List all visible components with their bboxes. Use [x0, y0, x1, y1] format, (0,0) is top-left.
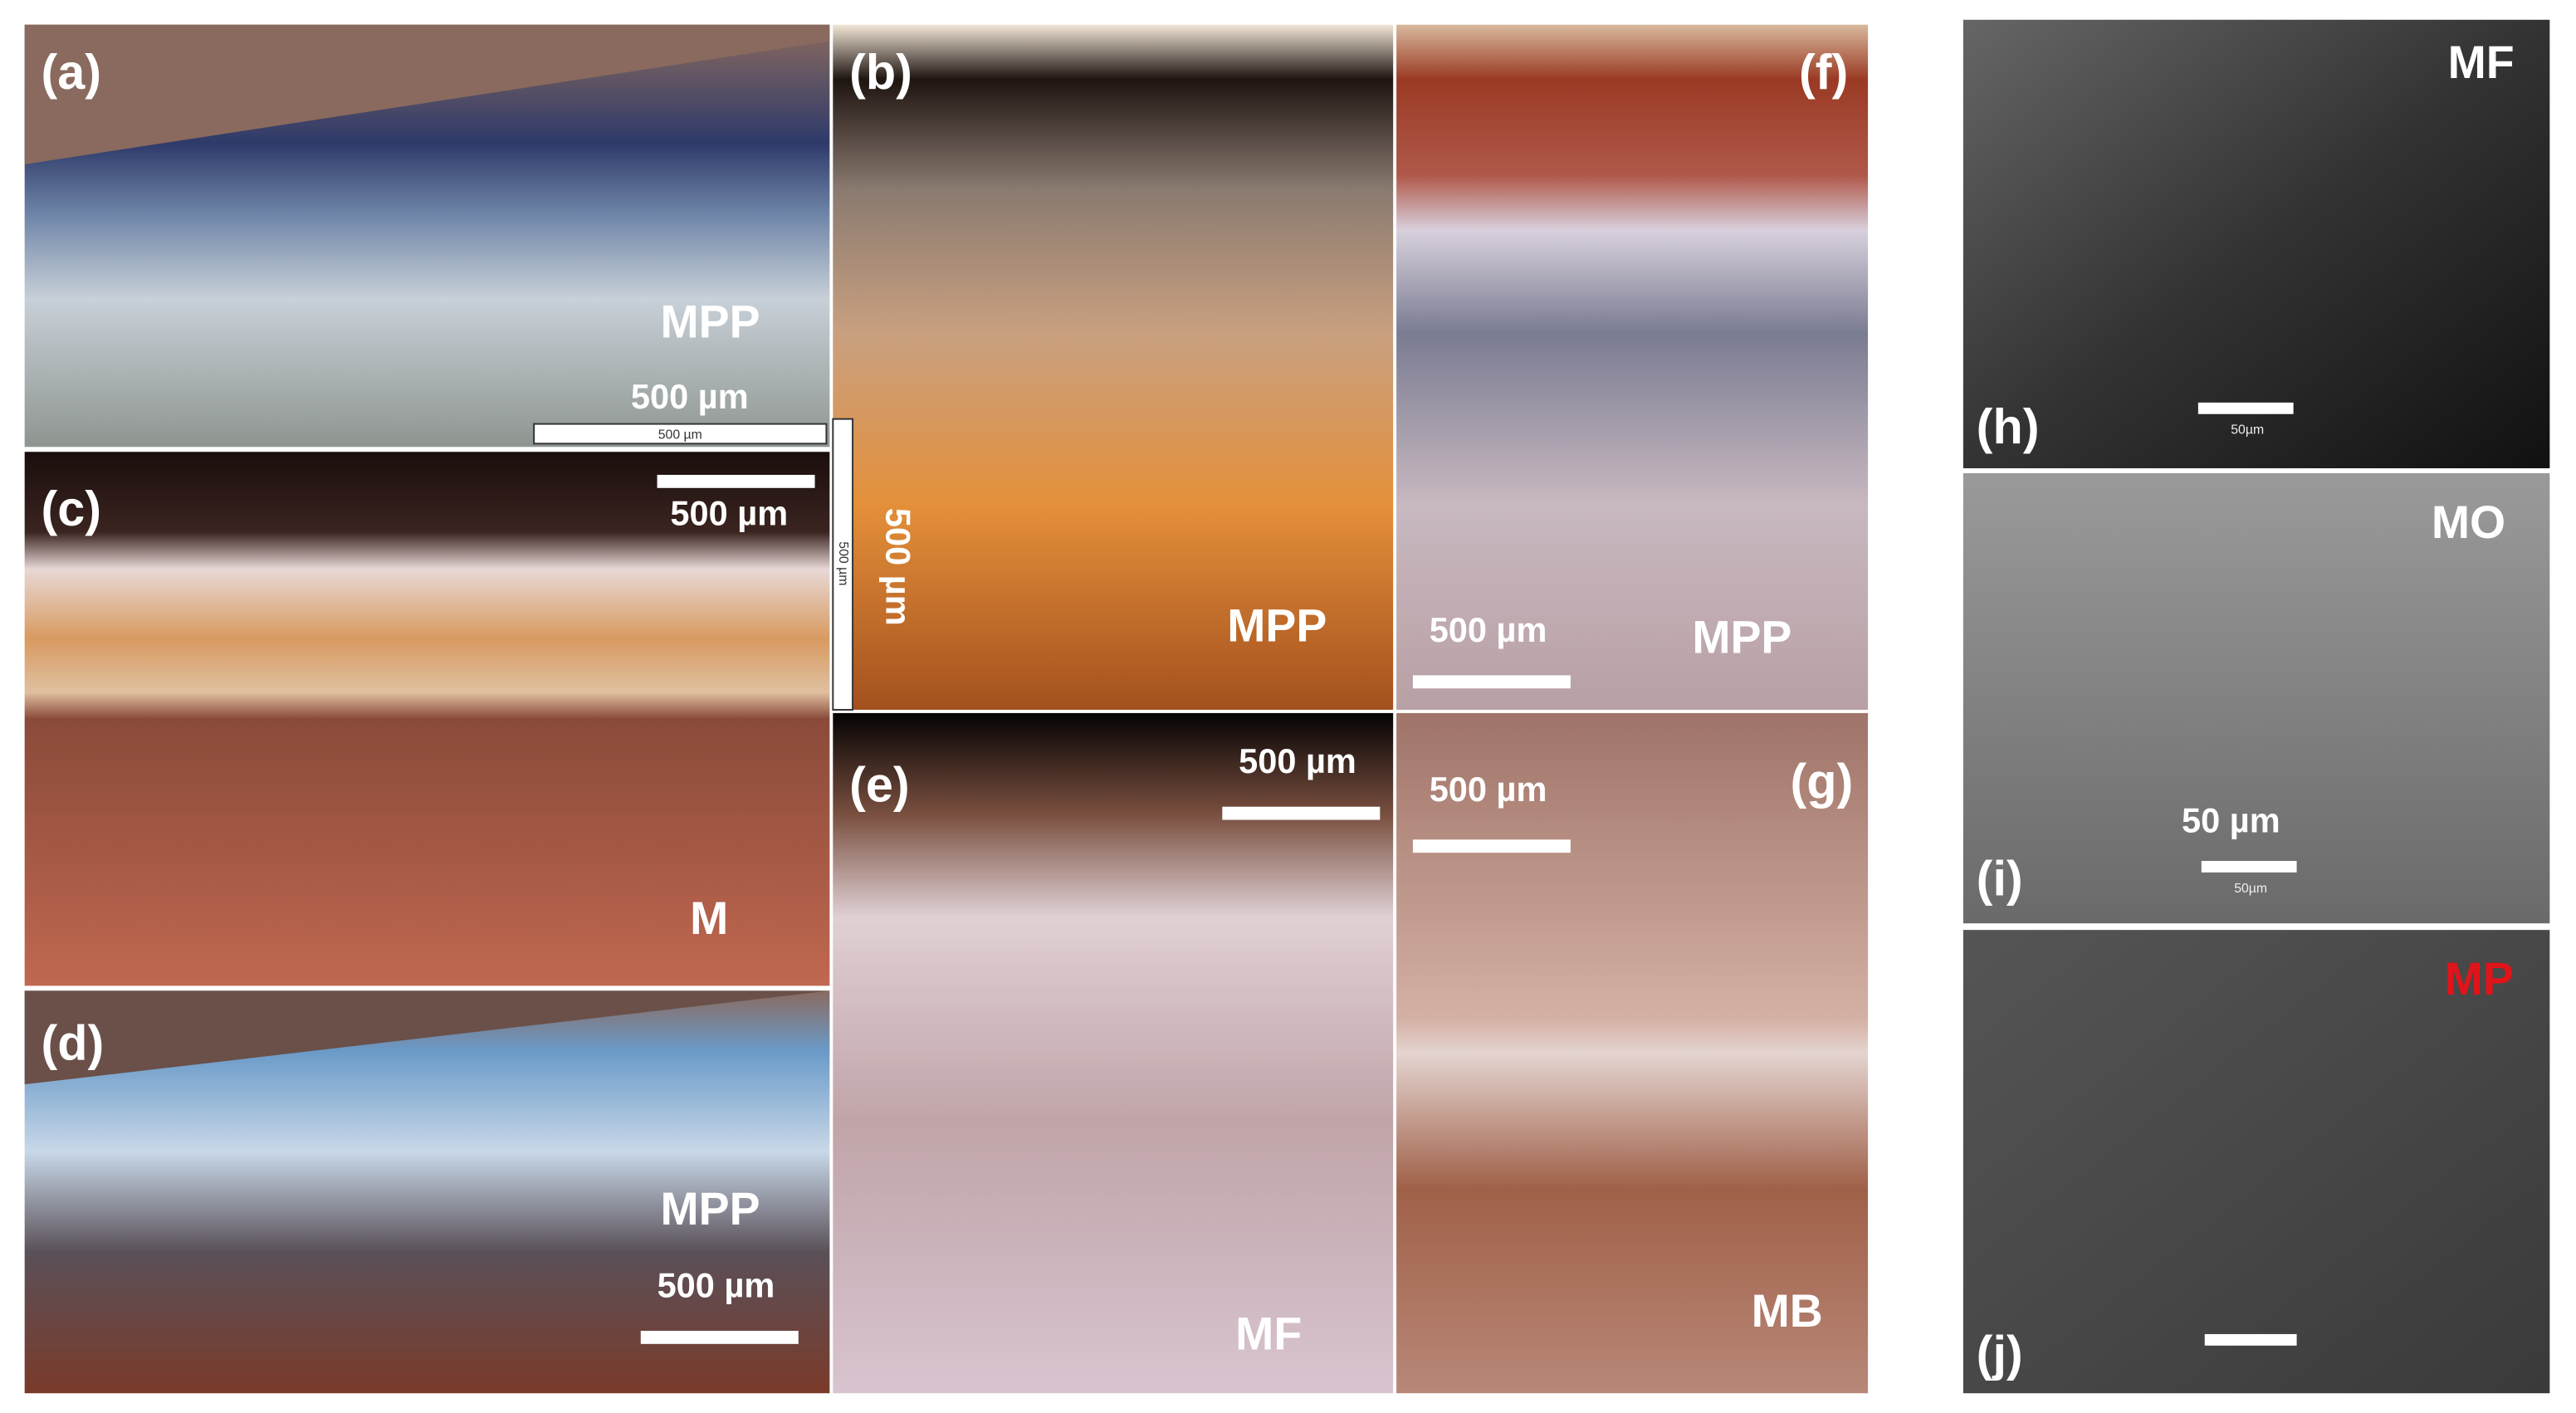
panel-image — [1396, 712, 1869, 1394]
scale-text: 500 µm — [1430, 610, 1547, 649]
scale-bar — [1412, 839, 1571, 853]
scale-text: 500 µm — [836, 541, 850, 585]
panel-label: (h) — [1977, 398, 2040, 454]
scale-text: 500 µm — [879, 508, 918, 626]
panel-label: (a) — [41, 44, 101, 100]
sample-tag: M — [690, 892, 728, 944]
panel-image — [1396, 24, 1869, 710]
panel-image — [833, 24, 1394, 710]
panel-image — [24, 452, 830, 986]
sample-tag: MPP — [1227, 600, 1327, 652]
sample-tag: MPP — [661, 296, 760, 348]
panel-label: (g) — [1790, 754, 1853, 809]
panel-image — [1963, 930, 2550, 1394]
background-wedge — [24, 990, 830, 1085]
scale-bar — [1412, 675, 1571, 689]
scale-bar — [533, 423, 828, 445]
scale-bar — [2204, 1333, 2297, 1346]
scale-text: 50µm — [2234, 882, 2267, 896]
scale-text: 500 µm — [1239, 741, 1356, 780]
scale-text: 500 µm — [670, 493, 788, 532]
scale-text: 50 µm — [2182, 800, 2280, 839]
panel-image — [833, 712, 1394, 1394]
panel-label: (f) — [1799, 44, 1848, 100]
scale-bar — [657, 474, 815, 488]
scale-bar — [2197, 402, 2294, 414]
panel-label: (e) — [849, 757, 910, 813]
scale-text: 500 µm — [1430, 770, 1547, 809]
scale-text: 50µm — [2231, 423, 2264, 438]
scale-text: 500 µm — [631, 377, 749, 416]
panel-label: (c) — [41, 481, 101, 536]
sample-tag: MO — [2432, 496, 2505, 548]
scale-bar — [640, 1331, 799, 1344]
panel-image — [1963, 19, 2550, 469]
scale-bar — [1222, 806, 1381, 820]
scale-bar — [832, 418, 854, 711]
sample-tag: MPP — [661, 1183, 760, 1235]
scale-text: 500 µm — [658, 428, 702, 442]
panel-label: (b) — [849, 44, 912, 100]
scale-text: 500 µm — [657, 1266, 775, 1305]
panel-image — [1963, 472, 2550, 924]
sample-tag: MP — [2445, 953, 2514, 1005]
sample-tag: MF — [2448, 37, 2515, 88]
background-wedge — [24, 24, 830, 164]
sample-tag: MPP — [1692, 611, 1791, 662]
sample-tag: MF — [1235, 1308, 1302, 1360]
panel-label: (i) — [1977, 850, 2023, 906]
panel-label: (j) — [1977, 1325, 2023, 1381]
scale-bar — [2201, 861, 2297, 873]
sample-tag: MB — [1752, 1285, 1823, 1337]
panel-label: (d) — [41, 1015, 104, 1070]
